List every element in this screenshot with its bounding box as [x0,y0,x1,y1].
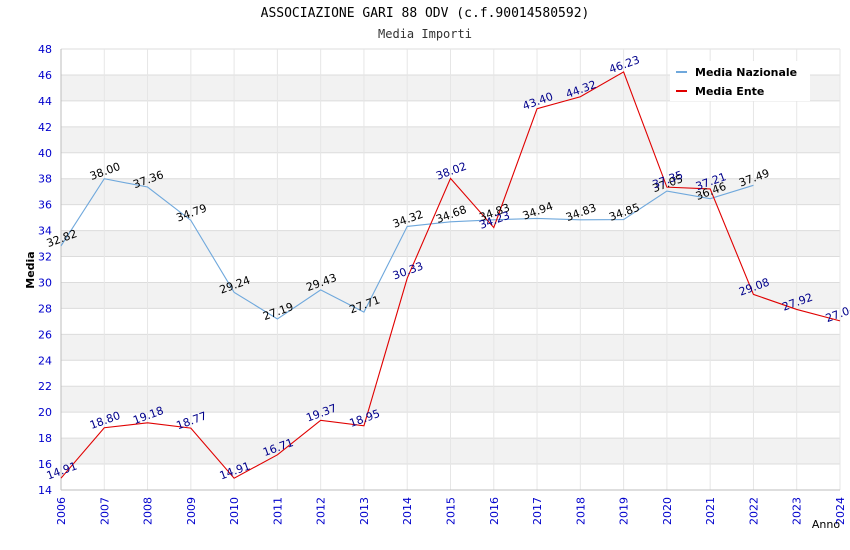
x-axis-label: Anno [812,518,840,531]
y-axis-label: Media [24,251,37,288]
y-tick-label: 44 [38,95,52,108]
legend-entry: Media Nazionale [695,66,797,79]
x-tick-label: 2013 [358,497,371,525]
x-tick-label: 2011 [271,497,284,525]
x-tick-label: 2020 [661,497,674,525]
x-tick-label: 2008 [142,497,155,525]
y-tick-label: 40 [38,147,52,160]
x-tick-label: 2017 [531,497,544,525]
y-tick-label: 22 [38,380,52,393]
x-tick-label: 2015 [445,497,458,525]
y-tick-label: 38 [38,173,52,186]
y-tick-label: 30 [38,276,52,289]
x-tick-label: 2023 [791,497,804,525]
x-tick-label: 2018 [574,497,587,525]
legend: Media Nazionale Media Ente [670,61,810,101]
legend-box [670,61,810,101]
y-tick-label: 46 [38,69,52,82]
y-tick-label: 14 [38,484,52,497]
x-tick-label: 2024 [834,497,847,525]
x-tick-label: 2019 [618,497,631,525]
y-tick-label: 24 [38,354,52,367]
y-tick-label: 26 [38,328,52,341]
series-line-1 [60,71,841,479]
x-tick-label: 2022 [747,497,760,525]
x-tick-label: 2007 [98,497,111,525]
y-tick-label: 18 [38,432,52,445]
legend-entry: Media Ente [695,85,764,98]
y-tick-label: 28 [38,302,52,315]
x-tick-label: 2010 [228,497,241,525]
series-line-0 [60,178,754,320]
x-tick-label: 2012 [315,497,328,525]
x-tick-label: 2021 [704,497,717,525]
y-tick-label: 32 [38,251,52,264]
y-tick-label: 20 [38,406,52,419]
x-tick-label: 2009 [185,497,198,525]
x-tick-label: 2014 [401,497,414,525]
x-tick-label: 2016 [488,497,501,525]
y-tick-label: 36 [38,199,52,212]
x-tick-label: 2006 [55,497,68,525]
y-tick-label: 42 [38,121,52,134]
y-tick-label: 34 [38,225,52,238]
chart-title: ASSOCIAZIONE GARI 88 ODV (c.f.9001458059… [260,6,590,21]
y-tick-label: 16 [38,458,52,471]
y-tick-label: 48 [38,43,52,56]
chart-subtitle: Media Importi [378,27,472,41]
